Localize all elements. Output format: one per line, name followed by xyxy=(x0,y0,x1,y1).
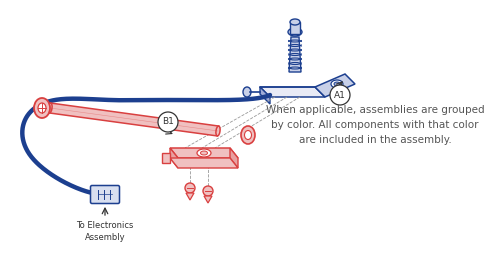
Polygon shape xyxy=(260,87,325,97)
Bar xyxy=(290,22,300,34)
Text: When applicable, assemblies are grouped
by color. All components with that color: When applicable, assemblies are grouped … xyxy=(266,105,484,145)
Ellipse shape xyxy=(331,80,343,88)
Ellipse shape xyxy=(243,87,251,97)
Polygon shape xyxy=(186,193,194,200)
Polygon shape xyxy=(170,148,238,158)
Ellipse shape xyxy=(197,149,211,157)
Ellipse shape xyxy=(200,151,207,155)
Ellipse shape xyxy=(48,103,52,113)
Circle shape xyxy=(158,112,178,132)
Polygon shape xyxy=(230,148,238,168)
Circle shape xyxy=(185,183,195,193)
Polygon shape xyxy=(170,148,178,168)
Polygon shape xyxy=(162,153,170,163)
Polygon shape xyxy=(170,158,238,168)
Ellipse shape xyxy=(334,82,340,86)
Ellipse shape xyxy=(288,28,302,36)
Circle shape xyxy=(203,186,213,196)
Ellipse shape xyxy=(38,103,46,113)
Ellipse shape xyxy=(241,126,255,144)
Ellipse shape xyxy=(244,131,252,140)
FancyBboxPatch shape xyxy=(90,185,120,204)
Text: To Electronics
Assembly: To Electronics Assembly xyxy=(76,221,134,242)
Ellipse shape xyxy=(216,126,220,136)
Polygon shape xyxy=(260,87,270,104)
Text: A1: A1 xyxy=(334,90,346,100)
Text: B1: B1 xyxy=(162,118,174,127)
Polygon shape xyxy=(50,103,218,136)
Ellipse shape xyxy=(290,19,300,25)
Circle shape xyxy=(330,85,350,105)
Polygon shape xyxy=(204,196,212,203)
Ellipse shape xyxy=(34,98,50,118)
Polygon shape xyxy=(315,74,355,97)
Polygon shape xyxy=(289,37,301,72)
